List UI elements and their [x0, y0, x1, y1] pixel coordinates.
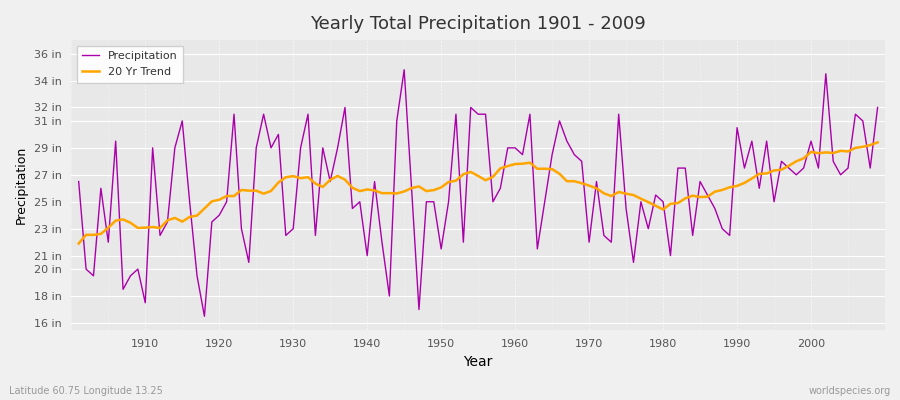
Line: Precipitation: Precipitation — [78, 70, 878, 316]
20 Yr Trend — [339, 177, 350, 182]
Y-axis label: Precipitation: Precipitation — [15, 146, 28, 224]
Precipitation — [613, 112, 624, 116]
Precipitation — [872, 105, 883, 110]
Line: 20 Yr Trend: 20 Yr Trend — [78, 142, 878, 244]
Title: Yearly Total Precipitation 1901 - 2009: Yearly Total Precipitation 1901 - 2009 — [310, 15, 646, 33]
Precipitation — [525, 112, 535, 116]
Precipitation — [347, 206, 358, 211]
Text: worldspecies.org: worldspecies.org — [809, 386, 891, 396]
20 Yr Trend — [73, 241, 84, 246]
20 Yr Trend — [872, 140, 883, 145]
Precipitation — [518, 152, 528, 157]
20 Yr Trend — [295, 176, 306, 180]
Precipitation — [73, 179, 84, 184]
Precipitation — [199, 314, 210, 319]
Precipitation — [399, 67, 410, 72]
20 Yr Trend — [132, 226, 143, 230]
20 Yr Trend — [502, 164, 513, 168]
Text: Latitude 60.75 Longitude 13.25: Latitude 60.75 Longitude 13.25 — [9, 386, 163, 396]
Legend: Precipitation, 20 Yr Trend: Precipitation, 20 Yr Trend — [76, 46, 184, 82]
20 Yr Trend — [598, 191, 609, 196]
Precipitation — [302, 112, 313, 116]
20 Yr Trend — [509, 162, 520, 166]
X-axis label: Year: Year — [464, 355, 493, 369]
Precipitation — [132, 267, 143, 272]
